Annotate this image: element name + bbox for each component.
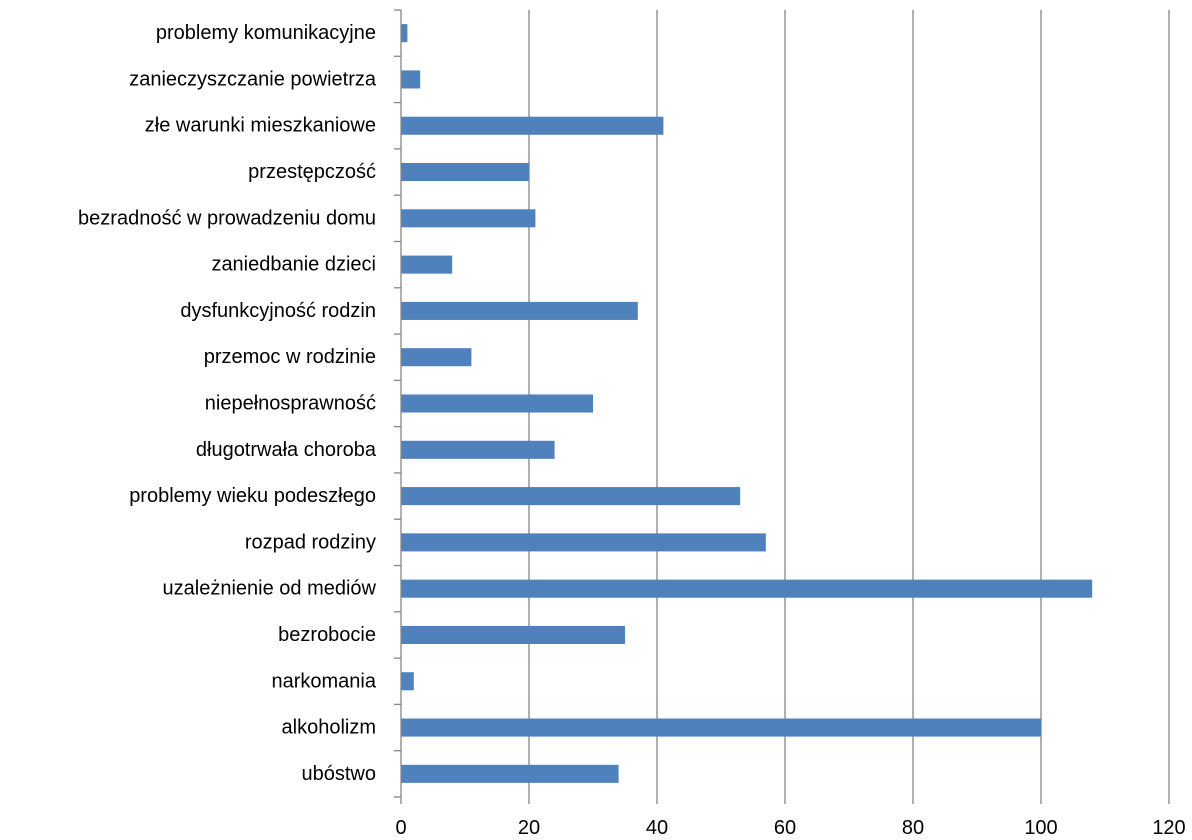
category-label: bezrobocie (278, 624, 376, 646)
x-tick-label: 80 (902, 817, 924, 839)
category-label: narkomania (271, 670, 376, 692)
bar (401, 394, 593, 413)
x-tick-label: 60 (774, 817, 796, 839)
bar (401, 255, 453, 274)
bar (401, 579, 1093, 598)
bar (401, 440, 555, 459)
category-label: złe warunki mieszkaniowe (145, 115, 376, 137)
x-tick-label: 0 (395, 817, 406, 839)
bars (401, 24, 1093, 783)
category-label: rozpad rodziny (245, 531, 376, 553)
category-label: przestępczość (248, 161, 376, 183)
category-label: dysfunkcyjność rodzin (180, 300, 376, 322)
category-label: długotrwała choroba (196, 439, 377, 461)
category-label: przemoc w rodzinie (204, 346, 376, 368)
category-label: problemy komunikacyjne (156, 22, 376, 44)
bar (401, 70, 421, 89)
bar (401, 163, 529, 182)
bar (401, 301, 638, 320)
gridlines (528, 10, 1170, 797)
bar (401, 348, 472, 367)
bar (401, 764, 619, 783)
category-label: uzależnienie od mediów (163, 578, 377, 600)
x-tick-label: 20 (518, 817, 540, 839)
bar (401, 487, 741, 506)
axes (394, 9, 1170, 804)
category-label: ubóstwo (302, 763, 377, 785)
category-label: bezradność w prowadzeniu domu (78, 207, 376, 229)
bar (401, 625, 625, 644)
labels: 0 20 40 60 80 100 120 ubóstwo alkoholizm narkoman… (78, 22, 1186, 839)
category-label: problemy wieku podeszłego (129, 485, 376, 507)
bar (401, 672, 414, 691)
bar (401, 533, 766, 552)
x-tick-label: 100 (1024, 817, 1057, 839)
bar (401, 116, 664, 135)
category-label: niepełnosprawność (205, 393, 376, 415)
x-tick-label: 120 (1152, 817, 1185, 839)
category-label: alkoholizm (282, 717, 376, 739)
bar (401, 24, 408, 43)
category-label: zaniedbanie dzieci (211, 254, 376, 276)
bar (401, 718, 1041, 737)
bar (401, 209, 536, 228)
x-tick-label: 40 (646, 817, 668, 839)
category-label: zanieczyszczanie powietrza (129, 68, 377, 90)
